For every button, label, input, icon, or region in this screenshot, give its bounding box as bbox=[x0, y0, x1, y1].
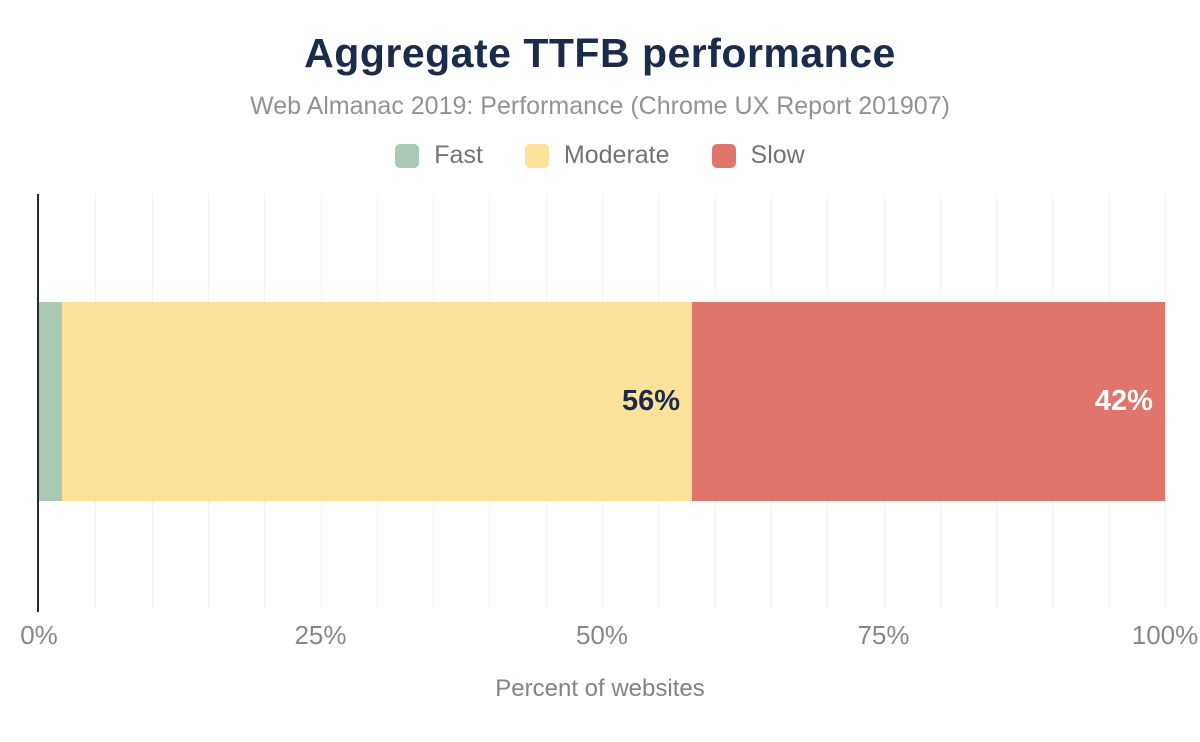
bar-segment-slow: 42% bbox=[692, 302, 1165, 501]
legend-item-fast: Fast bbox=[395, 141, 483, 170]
bar-value-label: 56% bbox=[622, 385, 681, 417]
legend-label: Moderate bbox=[563, 141, 670, 169]
x-tick-label: 100% bbox=[1131, 620, 1199, 650]
legend-swatch-icon bbox=[395, 143, 420, 168]
legend-label: Slow bbox=[750, 141, 805, 169]
legend-item-slow: Slow bbox=[711, 141, 805, 170]
x-axis-label: Percent of websites bbox=[495, 675, 705, 702]
x-tick-label: 25% bbox=[294, 620, 347, 650]
legend: Fast Moderate Slow bbox=[0, 141, 1200, 170]
x-tick-label: 50% bbox=[575, 620, 629, 650]
bar-value-label: 42% bbox=[1094, 385, 1153, 417]
legend-item-moderate: Moderate bbox=[524, 141, 670, 170]
legend-swatch-icon bbox=[711, 143, 736, 168]
bar-segment-fast: 2% bbox=[39, 302, 124, 501]
x-tick-label: 75% bbox=[857, 620, 910, 650]
bar-segment-moderate: 56% bbox=[61, 302, 693, 501]
plot-area: 2% 56% 42% 0% 25% 50% 75% 100% bbox=[20, 194, 1198, 650]
legend-swatch-icon bbox=[524, 143, 549, 168]
x-tick-label: 0% bbox=[20, 620, 58, 650]
chart-title: Aggregate TTFB performance bbox=[304, 30, 896, 76]
legend-label: Fast bbox=[434, 141, 483, 169]
gridline bbox=[1165, 194, 1166, 608]
stacked-bar: 2% 56% 42% bbox=[39, 302, 1165, 501]
chart-subtitle: Web Almanac 2019: Performance (Chrome UX… bbox=[250, 92, 950, 120]
